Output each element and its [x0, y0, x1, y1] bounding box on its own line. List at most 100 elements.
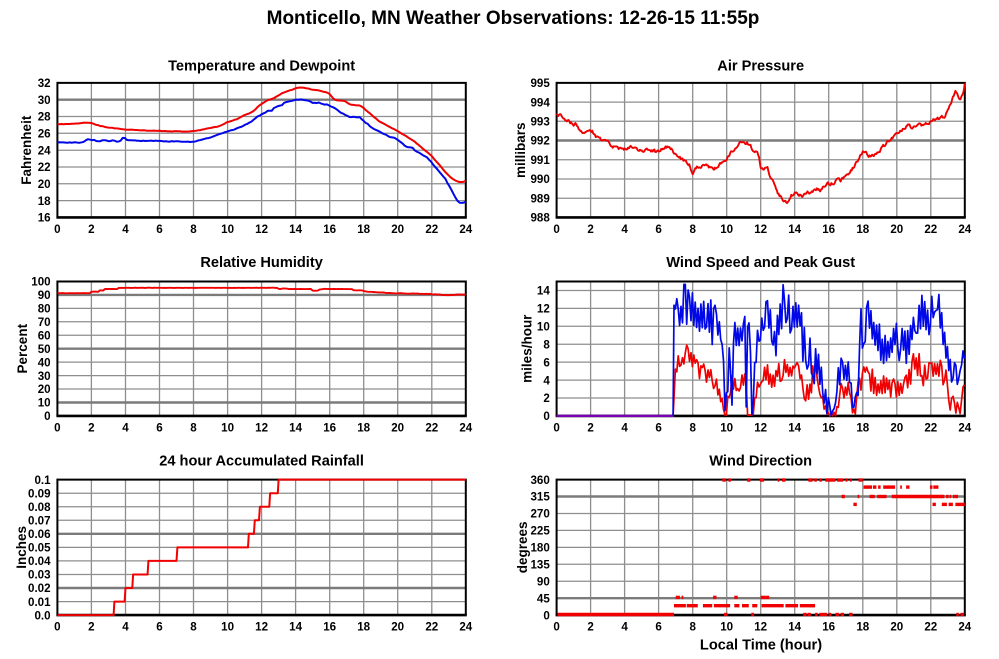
- svg-text:992: 992: [530, 135, 549, 148]
- svg-text:14: 14: [289, 621, 302, 634]
- svg-text:22: 22: [425, 223, 438, 236]
- svg-text:14: 14: [788, 621, 801, 634]
- svg-text:12: 12: [754, 421, 767, 434]
- svg-text:24: 24: [459, 223, 472, 236]
- svg-text:20: 20: [890, 621, 903, 634]
- svg-text:18: 18: [357, 223, 370, 236]
- svg-text:22: 22: [425, 421, 438, 434]
- svg-text:180: 180: [530, 542, 549, 555]
- svg-text:18: 18: [357, 621, 370, 634]
- svg-text:4: 4: [543, 374, 550, 387]
- svg-text:18: 18: [856, 421, 869, 434]
- svg-text:0.08: 0.08: [28, 501, 51, 514]
- svg-text:20: 20: [38, 178, 51, 191]
- svg-text:40: 40: [38, 356, 51, 369]
- svg-text:10: 10: [720, 621, 733, 634]
- svg-text:315: 315: [530, 491, 550, 504]
- svg-text:16: 16: [822, 223, 835, 236]
- svg-text:0.06: 0.06: [28, 528, 51, 541]
- svg-text:990: 990: [530, 173, 549, 186]
- svg-text:30: 30: [38, 370, 51, 383]
- svg-text:995: 995: [530, 77, 550, 90]
- svg-text:8: 8: [689, 621, 696, 634]
- svg-text:32: 32: [38, 77, 51, 90]
- svg-text:10: 10: [720, 223, 733, 236]
- svg-text:18: 18: [856, 223, 869, 236]
- svg-text:22: 22: [425, 621, 438, 634]
- svg-text:0: 0: [54, 621, 60, 634]
- svg-text:6: 6: [655, 421, 662, 434]
- svg-text:4: 4: [621, 621, 628, 634]
- svg-text:10: 10: [720, 421, 733, 434]
- svg-text:16: 16: [38, 212, 51, 225]
- svg-text:20: 20: [890, 421, 903, 434]
- svg-text:6: 6: [655, 223, 662, 236]
- svg-text:4: 4: [122, 421, 129, 434]
- svg-text:16: 16: [323, 621, 336, 634]
- svg-text:24: 24: [958, 421, 971, 434]
- svg-text:millibars: millibars: [513, 122, 528, 178]
- svg-text:20: 20: [391, 421, 404, 434]
- svg-text:Percent: Percent: [15, 323, 30, 373]
- svg-text:225: 225: [530, 525, 550, 538]
- svg-text:12: 12: [255, 621, 268, 634]
- svg-text:14: 14: [788, 421, 801, 434]
- svg-text:0.04: 0.04: [28, 555, 51, 568]
- svg-text:Fahrenheit: Fahrenheit: [19, 115, 34, 185]
- svg-text:14: 14: [788, 223, 801, 236]
- svg-text:20: 20: [38, 383, 51, 396]
- svg-text:4: 4: [621, 223, 628, 236]
- svg-text:10: 10: [221, 421, 234, 434]
- svg-text:360: 360: [530, 474, 549, 487]
- svg-text:0: 0: [54, 421, 60, 434]
- svg-text:24 hour Accumulated Rainfall: 24 hour Accumulated Rainfall: [159, 454, 364, 470]
- svg-text:989: 989: [530, 192, 550, 205]
- svg-text:18: 18: [38, 195, 51, 208]
- svg-text:12: 12: [537, 303, 550, 316]
- svg-text:8: 8: [689, 223, 696, 236]
- svg-text:0: 0: [553, 223, 559, 236]
- svg-text:45: 45: [537, 592, 550, 605]
- svg-text:0: 0: [54, 223, 60, 236]
- svg-text:12: 12: [754, 223, 767, 236]
- svg-text:16: 16: [323, 223, 336, 236]
- svg-text:24: 24: [459, 621, 472, 634]
- svg-text:6: 6: [156, 223, 163, 236]
- svg-text:8: 8: [190, 223, 197, 236]
- svg-text:30: 30: [38, 94, 51, 107]
- svg-text:6: 6: [543, 356, 550, 369]
- svg-text:16: 16: [822, 621, 835, 634]
- svg-text:14: 14: [537, 285, 550, 298]
- svg-text:0: 0: [543, 410, 549, 423]
- svg-text:6: 6: [156, 421, 163, 434]
- svg-text:0.0: 0.0: [34, 609, 50, 622]
- svg-text:70: 70: [38, 316, 51, 329]
- svg-text:270: 270: [530, 508, 549, 521]
- svg-text:10: 10: [38, 397, 51, 410]
- svg-text:22: 22: [924, 223, 937, 236]
- svg-text:Wind Speed and Peak Gust: Wind Speed and Peak Gust: [666, 255, 855, 271]
- svg-text:2: 2: [88, 421, 94, 434]
- svg-text:994: 994: [530, 96, 550, 109]
- svg-text:8: 8: [190, 421, 197, 434]
- svg-text:0: 0: [543, 609, 549, 622]
- svg-text:2: 2: [587, 421, 593, 434]
- svg-text:Monticello, MN Weather Observa: Monticello, MN Weather Observations: 12-…: [267, 8, 760, 29]
- svg-text:10: 10: [537, 321, 550, 334]
- svg-text:135: 135: [530, 559, 550, 572]
- svg-text:0.05: 0.05: [28, 542, 51, 555]
- svg-text:993: 993: [530, 116, 550, 129]
- svg-text:Temperature and Dewpoint: Temperature and Dewpoint: [168, 59, 355, 75]
- svg-text:60: 60: [38, 330, 51, 343]
- svg-text:22: 22: [924, 621, 937, 634]
- svg-text:100: 100: [31, 276, 50, 289]
- svg-text:991: 991: [530, 154, 550, 167]
- svg-text:90: 90: [38, 289, 51, 302]
- svg-text:16: 16: [822, 421, 835, 434]
- svg-text:0.07: 0.07: [28, 515, 51, 528]
- svg-text:2: 2: [587, 621, 593, 634]
- svg-text:18: 18: [357, 421, 370, 434]
- svg-text:6: 6: [655, 621, 662, 634]
- svg-text:0.03: 0.03: [28, 569, 51, 582]
- svg-text:24: 24: [958, 621, 971, 634]
